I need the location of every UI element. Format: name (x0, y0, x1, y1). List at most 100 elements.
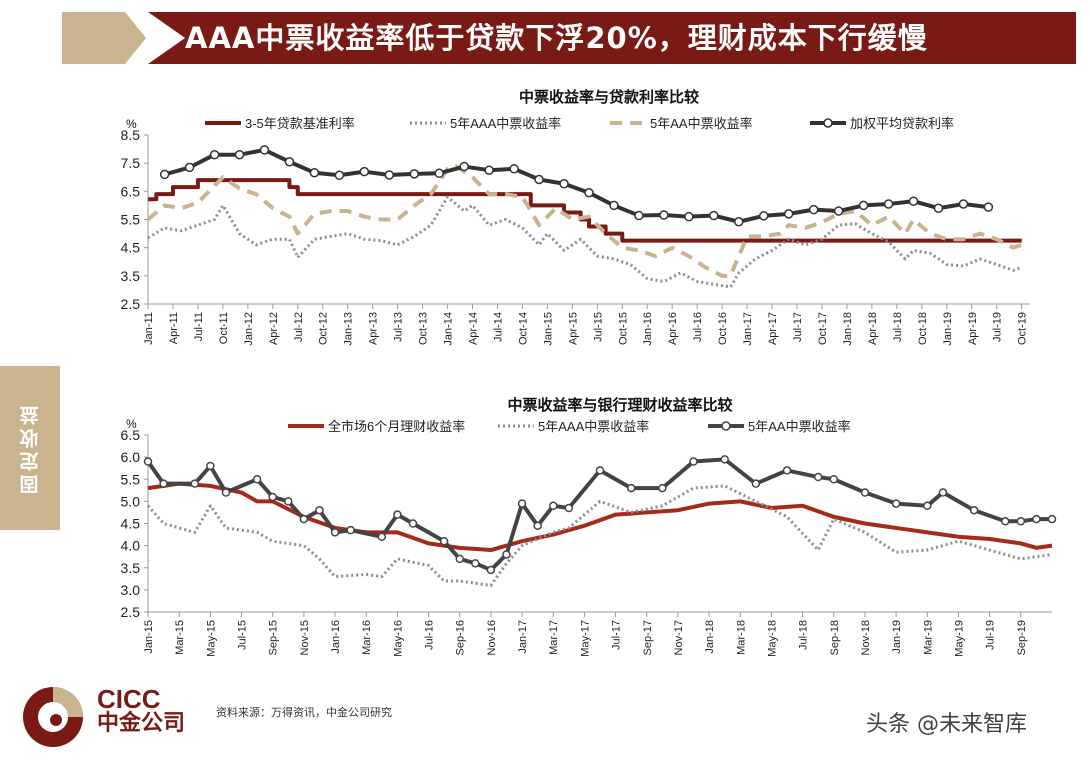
series-line (146, 457, 1052, 572)
legend-label: 全市场6个月理财收益率 (328, 419, 465, 434)
x-tick-label: Jul-19 (985, 620, 997, 650)
data-point (517, 499, 527, 508)
chart-title: 中票收益率与贷款利率比较 (519, 88, 699, 106)
x-tick-label: Apr-19 (967, 312, 979, 345)
x-tick-label: Oct-18 (917, 312, 929, 345)
legend-marker (823, 118, 833, 128)
data-point (634, 210, 644, 221)
data-point (808, 204, 819, 215)
data-point (584, 187, 594, 198)
x-tick-label: Jul-18 (798, 620, 810, 650)
data-point (330, 528, 340, 537)
x-tick-label: Jan-15 (143, 620, 155, 654)
legend-label: 加权平均贷款利率 (850, 116, 954, 131)
data-point (1016, 517, 1026, 526)
loan-rate-chart: 中票收益率与贷款利率比较%8.5 7.5 6.5 5.5 4.5 3.5 2.5Jan-11… (121, 88, 1030, 346)
data-point (933, 203, 944, 213)
x-tick-label: Mar-18 (735, 620, 747, 655)
y-tick-label: 7.5 (121, 155, 141, 171)
data-point (564, 503, 574, 513)
x-tick-label: Jul-14 (492, 312, 504, 342)
data-point (259, 145, 270, 155)
legend-item: 加权平均贷款利率 (810, 116, 954, 131)
y-tick-label: 5.0 (121, 493, 141, 509)
data-point (159, 479, 168, 488)
y-tick-label: 4.5 (121, 516, 141, 532)
data-point (143, 457, 153, 466)
x-tick-label: Jan-16 (330, 620, 342, 654)
y-tick-label: 8.5 (121, 127, 141, 143)
y-tick-label: 5.5 (121, 471, 141, 487)
data-point (284, 157, 295, 167)
x-tick-label: Jan-14 (443, 312, 455, 346)
x-tick-label: Oct-13 (418, 312, 430, 345)
data-point (626, 483, 636, 493)
data-point (658, 483, 667, 493)
x-tick-label: Jan-18 (842, 312, 854, 346)
data-point (268, 492, 277, 502)
data-point (783, 209, 794, 219)
x-tick-label: Apr-17 (767, 312, 779, 345)
data-point (983, 202, 994, 212)
x-tick-label: Nov-18 (860, 620, 872, 655)
cicc-logo-icon (23, 687, 83, 747)
legend-marker (721, 421, 731, 431)
y-tick-label: 4.5 (121, 240, 141, 256)
cicc-logo-text: CICC 中金公司 (97, 684, 186, 736)
x-tick-label: Jul-17 (792, 312, 804, 342)
wealth-yield-chart: 中票收益率与银行理财收益率比较%6.5 6.0 5.5 5.0 4.5 4.0 3.5 3.0… (121, 396, 1057, 657)
x-tick-label: Jul-12 (293, 312, 305, 342)
data-point (502, 550, 511, 559)
y-tick-label: 2.5 (121, 296, 141, 312)
y-tick-label: 2.5 (121, 604, 141, 620)
y-unit-label: % (126, 417, 137, 431)
y-tick-label: 5.5 (121, 212, 141, 228)
data-point (190, 479, 200, 488)
x-tick-label: Apr-11 (168, 312, 180, 344)
data-point (720, 455, 729, 464)
y-unit-label: % (126, 117, 137, 131)
data-point (689, 457, 698, 466)
x-tick-label: Jan-11 (143, 312, 155, 345)
x-tick-label: Oct-17 (817, 312, 829, 345)
data-point (969, 505, 979, 515)
data-point (377, 532, 387, 542)
data-point (659, 210, 669, 220)
data-point (455, 554, 464, 564)
x-tick-label: Jul-13 (393, 312, 405, 342)
data-point (393, 510, 402, 519)
source-note: 资料来源：万得资讯，中金公司研究 (216, 706, 392, 719)
x-tick-label: Mar-19 (922, 620, 934, 655)
x-tick-label: May-19 (953, 620, 965, 657)
x-tick-label: May-17 (579, 620, 591, 657)
y-tick-label: 3.5 (121, 560, 141, 576)
legend-label: 3-5年贷款基准利率 (245, 116, 355, 131)
data-point (221, 488, 231, 497)
x-tick-label: Jul-16 (424, 620, 436, 650)
data-point (439, 536, 449, 546)
x-tick-label: Sep-19 (1016, 620, 1028, 655)
data-point (434, 168, 444, 179)
data-point (184, 162, 195, 173)
x-tick-label: Apr-15 (567, 312, 579, 345)
watermark: 头条 @未来智库 (866, 712, 1027, 737)
page-title: AAA中票收益率低于贷款下浮20%，理财成本下行缓慢 (185, 21, 928, 55)
series-line (147, 195, 1023, 289)
x-tick-label: Jan-19 (891, 620, 903, 654)
y-tick-label: 6.5 (121, 183, 141, 199)
data-point (858, 200, 869, 211)
x-tick-label: Apr-16 (667, 312, 679, 345)
data-point (509, 164, 519, 174)
y-tick-label: 6.0 (121, 449, 141, 465)
header-chevron (62, 12, 146, 64)
x-tick-label: May-18 (766, 620, 778, 657)
data-point (252, 475, 262, 484)
data-point (559, 178, 569, 189)
x-tick-label: Jul-19 (992, 312, 1004, 342)
legend-item: 5年AA中票收益率 (708, 419, 851, 434)
x-tick-label: Apr-18 (867, 312, 879, 345)
legend-item: 5年AA中票收益率 (610, 116, 753, 131)
legend-item: 全市场6个月理财收益率 (288, 419, 465, 434)
data-point (534, 174, 544, 185)
x-tick-label: Sep-16 (455, 620, 467, 655)
